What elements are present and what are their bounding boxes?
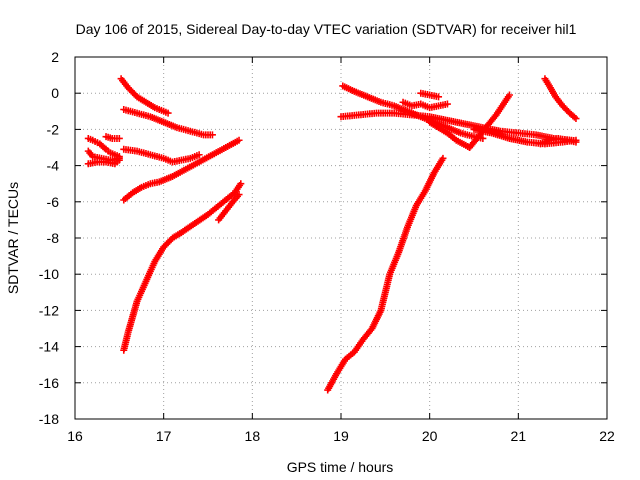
data-point xyxy=(195,151,203,159)
data-series xyxy=(84,75,580,394)
data-point xyxy=(505,91,513,99)
data-point xyxy=(235,136,243,144)
x-tick-label: 19 xyxy=(333,428,349,444)
x-tick-label: 20 xyxy=(422,428,438,444)
data-point xyxy=(235,191,243,199)
data-point xyxy=(435,93,443,101)
x-tick-label: 22 xyxy=(599,428,615,444)
y-tick-label: -8 xyxy=(47,230,60,246)
y-tick-label: -16 xyxy=(39,375,59,391)
y-tick-labels: -18 -16 -14 -12 -10 -8 -6 -4 -2 0 2 xyxy=(39,49,59,427)
y-tick-label: -6 xyxy=(47,194,60,210)
series-track-e xyxy=(84,156,123,168)
chart-title: Day 106 of 2015, Sidereal Day-to-day VTE… xyxy=(76,21,577,37)
data-point xyxy=(572,115,580,123)
y-axis-label: SDTVAR / TECUs xyxy=(5,182,21,294)
x-tick-label: 18 xyxy=(245,428,261,444)
data-point xyxy=(115,134,123,142)
y-tick-label: 2 xyxy=(51,49,59,65)
series-track-f xyxy=(102,133,123,142)
series-track-b xyxy=(120,105,216,139)
axis-ticks xyxy=(74,56,608,420)
data-point xyxy=(164,109,172,117)
series-track-n xyxy=(399,98,451,112)
y-tick-label: -18 xyxy=(39,411,59,427)
x-tick-labels: 16 17 18 19 20 21 22 xyxy=(67,428,615,444)
x-tick-label: 21 xyxy=(511,428,527,444)
series-track-a xyxy=(117,75,172,117)
x-tick-label: 16 xyxy=(67,428,83,444)
series-track-s xyxy=(541,75,580,123)
y-tick-label: -14 xyxy=(39,339,59,355)
series-track-j xyxy=(215,191,243,224)
series-track-q xyxy=(466,91,513,151)
series-track-k xyxy=(324,154,447,394)
y-tick-label: -2 xyxy=(47,121,60,137)
y-tick-label: -12 xyxy=(39,302,59,318)
data-point xyxy=(208,131,216,139)
series-track-t xyxy=(537,134,580,148)
series-track-o xyxy=(417,89,443,101)
series-track-h xyxy=(120,136,243,204)
data-point xyxy=(439,154,447,162)
series-track-d xyxy=(84,147,123,164)
data-point xyxy=(237,180,245,188)
y-tick-label: -10 xyxy=(39,266,59,282)
y-tick-label: -4 xyxy=(47,158,60,174)
y-tick-label: 0 xyxy=(51,85,59,101)
series-track-i xyxy=(120,180,245,354)
data-point xyxy=(115,156,123,164)
data-point xyxy=(572,138,580,146)
x-axis-label: GPS time / hours xyxy=(287,459,394,475)
series-track-g xyxy=(120,145,203,166)
x-tick-label: 17 xyxy=(156,428,172,444)
data-point xyxy=(443,100,451,108)
